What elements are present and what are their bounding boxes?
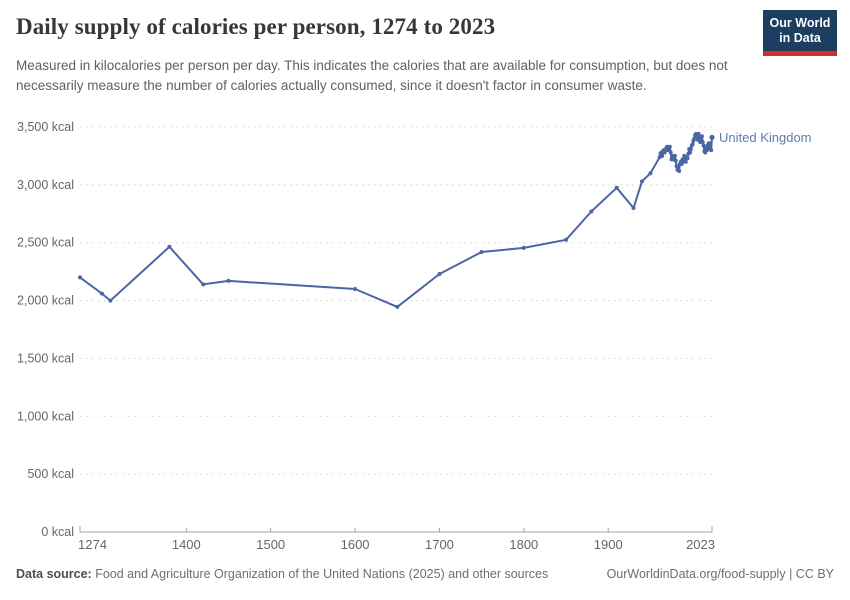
data-point (672, 153, 677, 158)
data-source-label: Data source: (16, 567, 92, 581)
x-tick-label: 1700 (425, 537, 454, 552)
owid-logo-line2: in Data (779, 31, 821, 45)
y-tick-label: 0 kcal (41, 525, 74, 539)
data-point (688, 147, 693, 151)
data-point (631, 206, 636, 210)
data-point (99, 291, 104, 296)
data-point (226, 278, 231, 283)
data-point (677, 169, 682, 173)
chart-subtitle: Measured in kilocalories per person per … (16, 58, 728, 93)
data-point (589, 209, 594, 214)
owid-logo[interactable]: Our World in Data (763, 10, 837, 56)
data-point (564, 237, 568, 242)
y-tick-label: 2,500 kcal (17, 236, 74, 250)
data-source-value: Food and Agriculture Organization of the… (91, 567, 549, 581)
data-point (437, 272, 442, 276)
license-text: CC BY (795, 567, 834, 581)
data-point (709, 148, 714, 153)
data-point (696, 131, 701, 136)
data-point (667, 144, 672, 149)
data-point (708, 141, 713, 146)
series-entity-label[interactable]: United Kingdom (719, 130, 812, 145)
owid-logo-red-bar (763, 51, 837, 56)
owid-logo-box: Our World in Data (763, 10, 837, 51)
page-title: Daily supply of calories per person, 127… (16, 14, 496, 39)
data-point (108, 298, 113, 303)
data-point (167, 244, 172, 249)
data-source-text: Data source: Food and Agriculture Organi… (16, 567, 548, 581)
x-tick-label: 1400 (172, 537, 201, 552)
data-point (395, 304, 400, 309)
data-point (479, 250, 484, 254)
chart-svg: 0 kcal 500 kcal 1,000 kcal 1,500 kcal 2,000 … (17, 120, 812, 552)
x-tick-label: 1800 (509, 537, 538, 552)
y-tick-label: 3,500 kcal (17, 120, 74, 134)
license-sep: | (785, 567, 796, 581)
owid-url-link[interactable]: OurWorldinData.org/food-supply (606, 567, 786, 581)
data-point (668, 150, 673, 155)
data-point (699, 134, 704, 139)
owid-logo-line1: Our World (769, 16, 831, 30)
y-tick-label: 1,500 kcal (17, 351, 74, 365)
footer-right: OurWorldinData.org/food-supply | CC BY (607, 567, 834, 581)
data-point (660, 153, 665, 158)
data-point (690, 142, 695, 147)
data-point (353, 287, 358, 291)
series-line[interactable] (79, 132, 713, 308)
data-point (521, 245, 526, 250)
y-tick-label: 1,000 kcal (17, 409, 74, 423)
data-point (648, 171, 653, 176)
y-tick-label: 500 kcal (27, 467, 74, 481)
data-point (614, 185, 619, 190)
data-point (685, 156, 690, 161)
x-tick-label: 1600 (341, 537, 370, 552)
data-point (640, 179, 644, 184)
x-tick-label: 1274 (78, 537, 107, 552)
data-point (683, 159, 688, 164)
chart-area[interactable]: 0 kcal 500 kcal 1,000 kcal 1,500 kcal 2,000 … (0, 110, 850, 570)
x-tick-label: 1500 (256, 537, 285, 552)
y-tick-label: 2,000 kcal (17, 294, 74, 308)
data-point (673, 158, 678, 163)
x-axis-line (79, 526, 713, 533)
data-point (688, 150, 693, 155)
x-tick-label: 1900 (594, 537, 623, 552)
y-tick-label: 3,000 kcal (17, 178, 74, 192)
data-point (78, 275, 82, 280)
x-tick-label: 2023 (686, 537, 715, 552)
data-point (201, 282, 206, 287)
series-end-marker (709, 134, 715, 140)
chart-footer: Data source: Food and Agriculture Organi… (16, 567, 834, 581)
data-point (700, 140, 705, 144)
